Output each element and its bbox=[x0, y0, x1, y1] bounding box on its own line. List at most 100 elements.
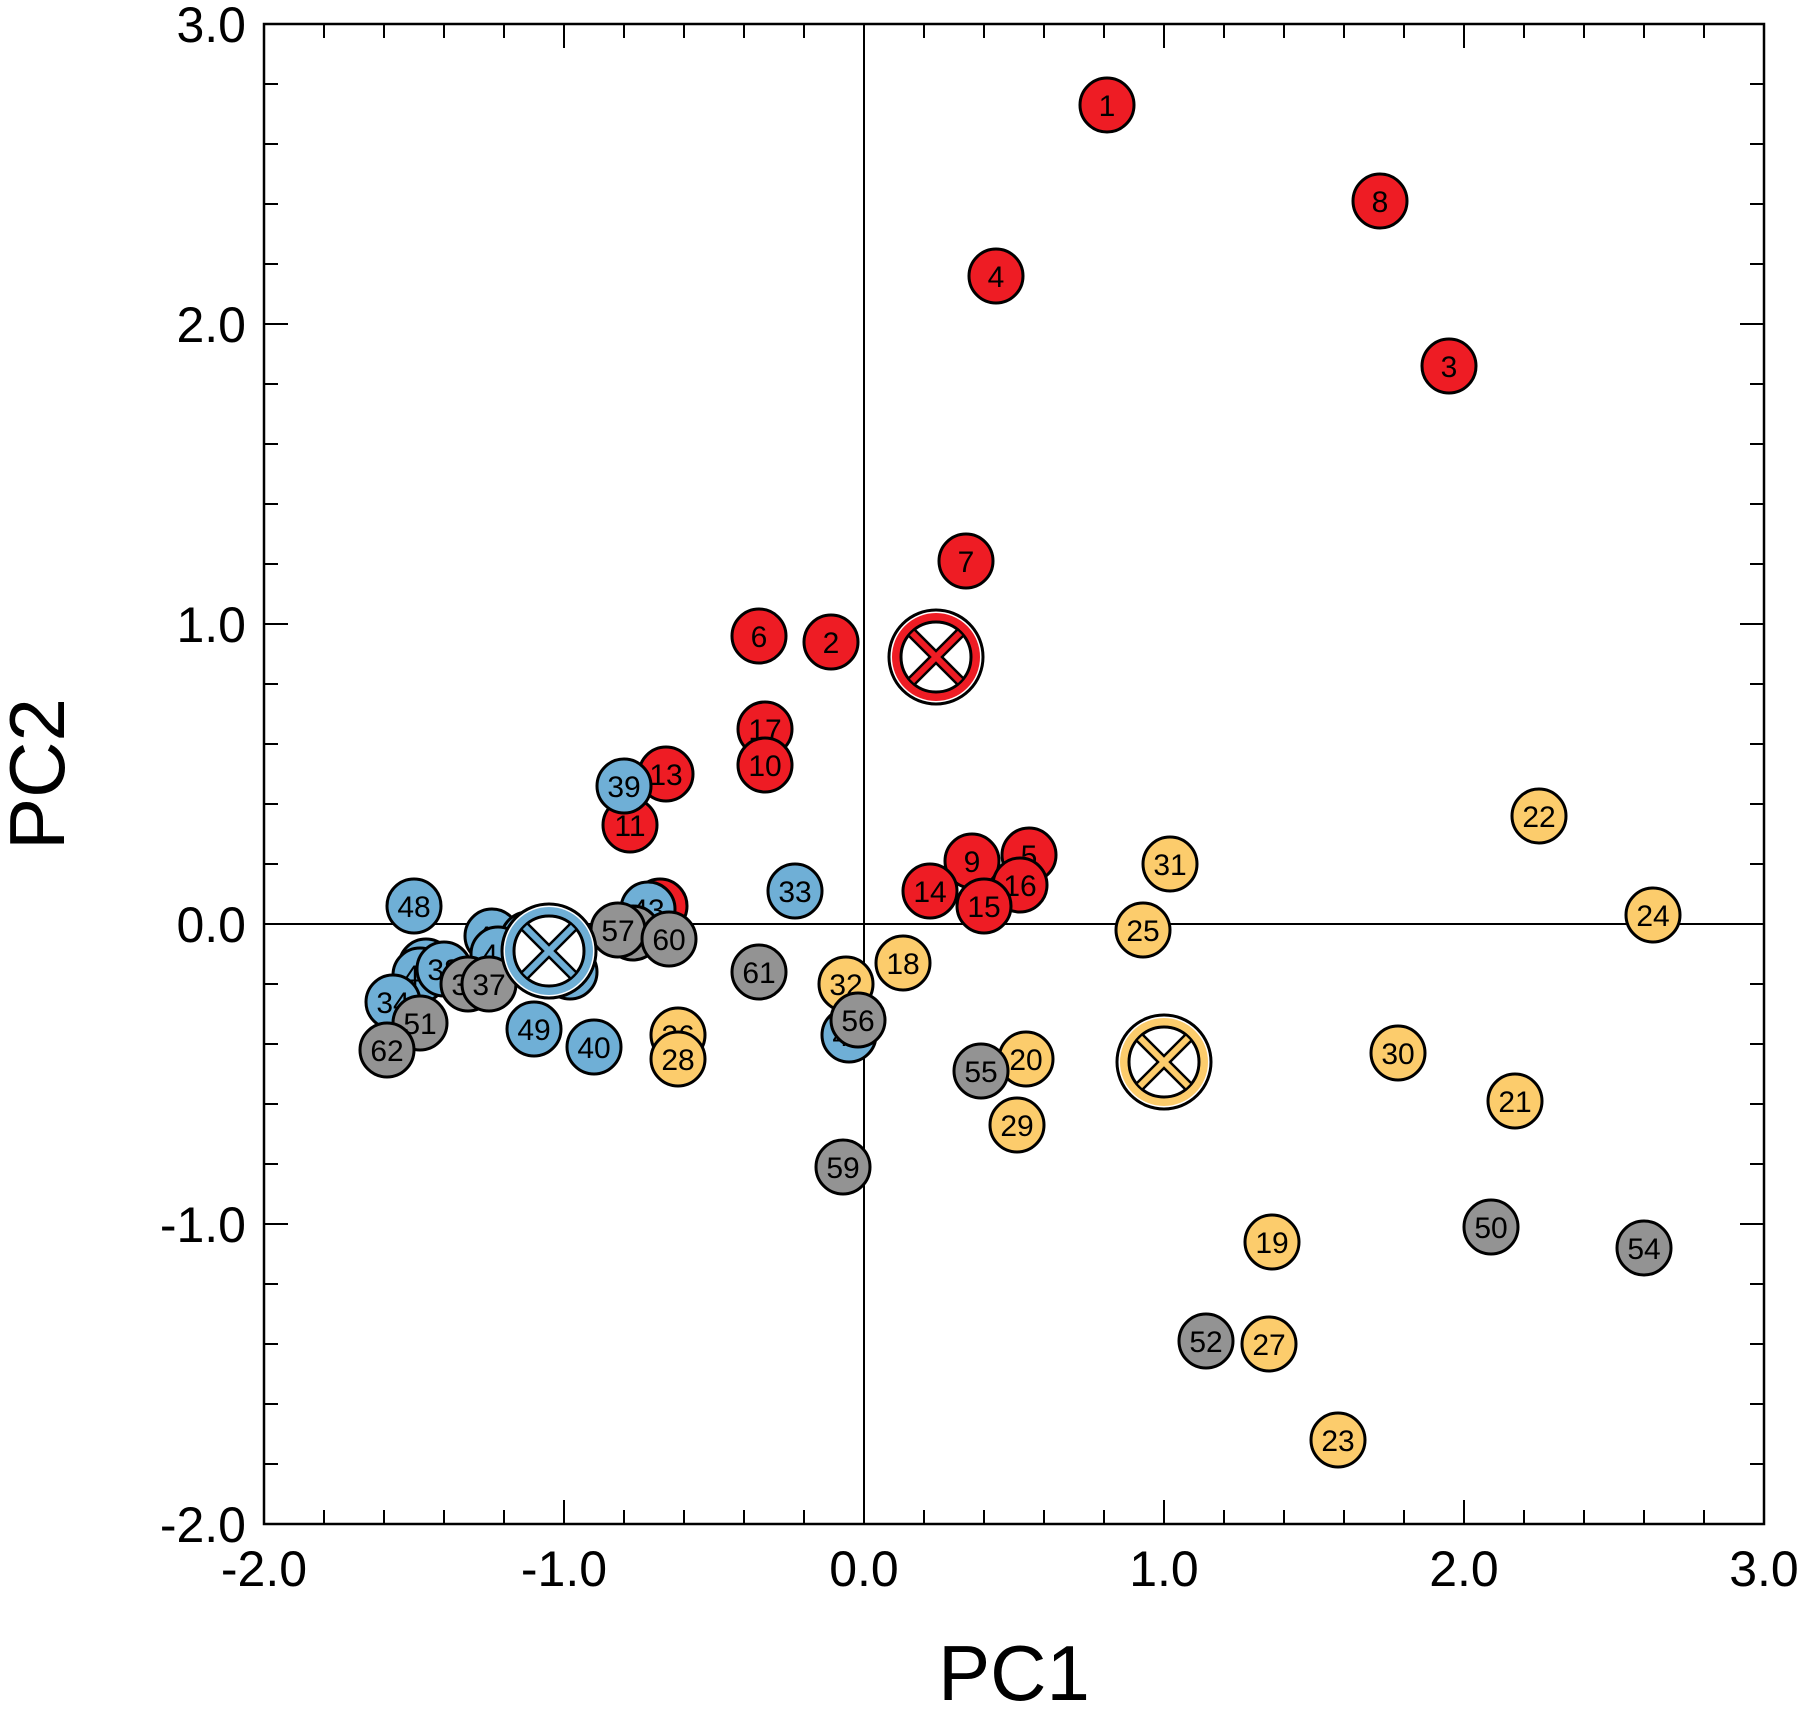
data-point-marker bbox=[988, 1096, 1046, 1154]
plot-frame bbox=[262, 22, 1766, 1526]
data-point-label: 25 bbox=[1126, 915, 1159, 948]
data-point-label: 3 bbox=[1441, 351, 1458, 384]
centroid-color-ring bbox=[505, 907, 593, 995]
data-point-label: 29 bbox=[1000, 1110, 1033, 1143]
data-point-marker bbox=[730, 943, 788, 1001]
data-point-label: 33 bbox=[778, 876, 811, 909]
data-point-marker bbox=[1486, 1072, 1544, 1130]
data-point-label: 11 bbox=[614, 810, 645, 843]
axes-layer: -2.0 -1.0 0.0 1.0 2.0 3.0 -2.0 -1.0 0.0 1.0 2.0 3.0 bbox=[160, 0, 1799, 1597]
x-tick-label: 1.0 bbox=[1129, 1541, 1199, 1597]
data-point-label: 2 bbox=[823, 627, 840, 660]
data-point-label: 20 bbox=[1009, 1044, 1042, 1077]
centroid-marker bbox=[1115, 1013, 1213, 1111]
data-point-marker bbox=[955, 877, 1013, 935]
data-point-label: 37 bbox=[472, 969, 505, 1002]
data-point-label: 31 bbox=[1153, 849, 1186, 882]
centroid-color-ring bbox=[1120, 1018, 1208, 1106]
data-point-marker bbox=[874, 934, 932, 992]
data-point-marker bbox=[1420, 337, 1478, 395]
data-point-marker bbox=[814, 1138, 872, 1196]
data-point-label: 9 bbox=[964, 846, 981, 879]
data-point-label: 49 bbox=[517, 1014, 550, 1047]
x-tick-label: -1.0 bbox=[521, 1541, 607, 1597]
x-tick-label: 3.0 bbox=[1729, 1541, 1799, 1597]
data-point-marker bbox=[1078, 76, 1136, 134]
data-point-label: 6 bbox=[751, 621, 768, 654]
data-point-marker bbox=[937, 532, 995, 590]
data-point-marker bbox=[1309, 1411, 1367, 1469]
data-point-label: 14 bbox=[913, 876, 946, 909]
data-point-marker bbox=[1240, 1315, 1298, 1373]
centroid-marker bbox=[887, 608, 985, 706]
data-point-label: 8 bbox=[1372, 186, 1389, 219]
data-point-marker bbox=[829, 991, 887, 1049]
y-tick-label: 3.0 bbox=[176, 0, 246, 53]
data-point-label: 28 bbox=[661, 1044, 694, 1077]
x-axis-title: PC1 bbox=[938, 1629, 1090, 1717]
data-point-marker bbox=[967, 247, 1025, 305]
data-point-label: 7 bbox=[958, 546, 975, 579]
data-point-marker bbox=[565, 1018, 623, 1076]
data-point-label: 60 bbox=[652, 924, 685, 957]
data-point-marker bbox=[1243, 1213, 1301, 1271]
data-point-label: 13 bbox=[649, 759, 682, 792]
data-point-label: 4 bbox=[988, 261, 1005, 294]
data-point-label: 56 bbox=[841, 1005, 874, 1038]
data-point-label: 30 bbox=[1381, 1038, 1414, 1071]
y-axis-title: PC2 bbox=[0, 698, 81, 850]
data-point-label: 10 bbox=[748, 750, 781, 783]
data-point-marker bbox=[358, 1021, 416, 1079]
data-point-marker bbox=[595, 757, 653, 815]
data-point-marker bbox=[1462, 1198, 1520, 1256]
data-point-marker bbox=[1141, 835, 1199, 893]
data-point-marker bbox=[802, 613, 860, 671]
data-point-label: 61 bbox=[742, 957, 775, 990]
y-tick-label: -2.0 bbox=[160, 1497, 246, 1553]
data-point-marker bbox=[1624, 886, 1682, 944]
y-tick-label: 0.0 bbox=[176, 897, 246, 953]
data-point-marker bbox=[1369, 1024, 1427, 1082]
data-point-label: 55 bbox=[964, 1056, 997, 1089]
data-point-marker bbox=[736, 736, 794, 794]
centroid-color-ring bbox=[892, 613, 980, 701]
data-point-label: 24 bbox=[1636, 900, 1669, 933]
data-point-marker bbox=[1615, 1219, 1673, 1277]
data-point-label: 39 bbox=[607, 771, 640, 804]
data-point-label: 18 bbox=[886, 948, 919, 981]
data-point-marker bbox=[1510, 787, 1568, 845]
data-point-label: 59 bbox=[826, 1152, 859, 1185]
data-point-label: 40 bbox=[577, 1032, 610, 1065]
x-tick-label: -2.0 bbox=[221, 1541, 307, 1597]
data-point-marker bbox=[1114, 901, 1172, 959]
data-point-label: 62 bbox=[370, 1035, 403, 1068]
data-point-label: 1 bbox=[1099, 90, 1116, 123]
y-tick-label: 1.0 bbox=[176, 597, 246, 653]
data-point-label: 50 bbox=[1474, 1212, 1507, 1245]
data-point-label: 27 bbox=[1252, 1329, 1285, 1362]
data-point-label: 23 bbox=[1321, 1425, 1354, 1458]
data-point-label: 15 bbox=[967, 891, 1000, 924]
data-point-label: 19 bbox=[1255, 1227, 1288, 1260]
data-point-label: 54 bbox=[1627, 1233, 1660, 1266]
data-point-label: 52 bbox=[1189, 1326, 1222, 1359]
data-point-label: 48 bbox=[397, 891, 430, 924]
data-point-marker bbox=[640, 910, 698, 968]
centroid-cross bbox=[1137, 1035, 1191, 1089]
centroid-cross bbox=[909, 630, 963, 684]
y-tick-label: -1.0 bbox=[160, 1197, 246, 1253]
data-point-label: 21 bbox=[1498, 1086, 1531, 1119]
data-point-label: 22 bbox=[1522, 801, 1555, 834]
centroid-marker bbox=[500, 902, 598, 1000]
data-point-marker bbox=[730, 607, 788, 665]
data-point-marker bbox=[649, 1030, 707, 1088]
data-point-label: 57 bbox=[601, 915, 634, 948]
points-layer: 1843762171310119516141512393348434647453… bbox=[358, 76, 1682, 1469]
data-point-marker bbox=[1351, 172, 1409, 230]
x-tick-label: 2.0 bbox=[1429, 1541, 1499, 1597]
y-tick-label: 2.0 bbox=[176, 297, 246, 353]
x-tick-label: 0.0 bbox=[829, 1541, 899, 1597]
centroid-cross bbox=[522, 924, 576, 978]
